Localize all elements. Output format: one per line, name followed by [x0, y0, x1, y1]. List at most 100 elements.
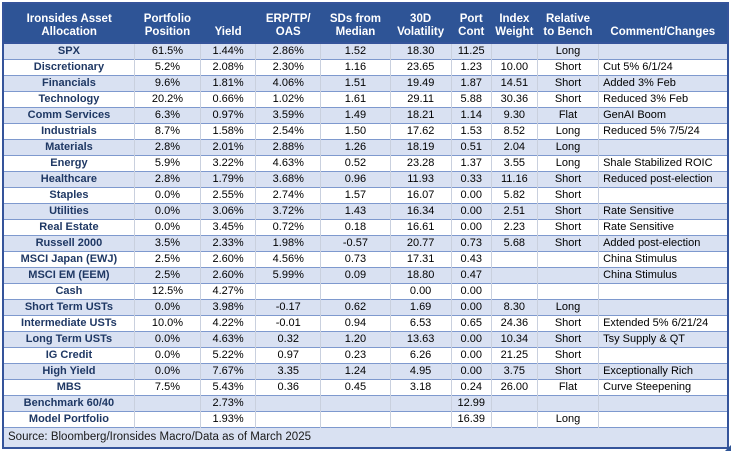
cell-yield[interactable]: 5.43%: [200, 379, 256, 396]
cell-asset-name[interactable]: High Yield: [3, 363, 135, 380]
cell-yield[interactable]: 2.33%: [200, 235, 256, 252]
cell-sds-from-median[interactable]: 1.52: [320, 42, 391, 60]
cell-30d-volatility[interactable]: [389, 395, 452, 412]
cell-sds-from-median[interactable]: -0.57: [320, 235, 391, 252]
cell-portfolio-position[interactable]: 61.5%: [133, 42, 201, 60]
cell-index-weight[interactable]: 10.00: [490, 59, 538, 76]
cell-portfolio-position[interactable]: 9.6%: [133, 75, 201, 92]
cell-erp-tp-oas[interactable]: 2.74%: [255, 187, 321, 204]
cell-portfolio-position[interactable]: 20.2%: [133, 91, 201, 108]
cell-index-weight[interactable]: 21.25: [490, 347, 538, 364]
cell-asset-name[interactable]: MBS: [3, 379, 135, 396]
cell-port-cont[interactable]: 1.14: [450, 107, 492, 124]
cell-relative-to-bench[interactable]: Flat: [536, 107, 599, 124]
cell-comment[interactable]: GenAI Boom: [598, 107, 728, 124]
cell-yield[interactable]: 4.27%: [200, 283, 256, 300]
cell-asset-name[interactable]: SPX: [3, 42, 135, 60]
cell-comment[interactable]: Curve Steepening: [598, 379, 728, 396]
cell-comment[interactable]: [598, 299, 728, 316]
cell-yield[interactable]: 3.06%: [200, 203, 256, 220]
cell-erp-tp-oas[interactable]: -0.01: [255, 315, 321, 332]
cell-asset-name[interactable]: Comm Services: [3, 107, 135, 124]
cell-30d-volatility[interactable]: 18.19: [389, 139, 452, 156]
cell-comment[interactable]: [598, 395, 728, 412]
cell-portfolio-position[interactable]: 5.9%: [133, 155, 201, 172]
cell-relative-to-bench[interactable]: Long: [536, 299, 599, 316]
cell-erp-tp-oas[interactable]: 5.99%: [255, 267, 321, 284]
cell-index-weight[interactable]: 26.00: [490, 379, 538, 396]
cell-portfolio-position[interactable]: 7.5%: [133, 379, 201, 396]
cell-erp-tp-oas[interactable]: [255, 411, 321, 428]
cell-yield[interactable]: 2.08%: [200, 59, 256, 76]
column-header[interactable]: Portfolio Position: [134, 3, 201, 44]
cell-comment[interactable]: [598, 411, 728, 428]
cell-index-weight[interactable]: 2.23: [490, 219, 538, 236]
cell-erp-tp-oas[interactable]: 4.06%: [255, 75, 321, 92]
cell-port-cont[interactable]: 12.99: [450, 395, 492, 412]
cell-erp-tp-oas[interactable]: 0.72%: [255, 219, 321, 236]
column-header[interactable]: Yield: [200, 3, 256, 44]
cell-relative-to-bench[interactable]: Short: [536, 331, 599, 348]
cell-asset-name[interactable]: Russell 2000: [3, 235, 135, 252]
cell-port-cont[interactable]: 0.00: [450, 219, 492, 236]
cell-comment[interactable]: Added 3% Feb: [598, 75, 728, 92]
cell-erp-tp-oas[interactable]: 0.97: [255, 347, 321, 364]
cell-sds-from-median[interactable]: 0.94: [320, 315, 391, 332]
cell-relative-to-bench[interactable]: Short: [536, 235, 599, 252]
cell-index-weight[interactable]: 5.82: [490, 187, 538, 204]
cell-asset-name[interactable]: Staples: [3, 187, 135, 204]
cell-yield[interactable]: 1.93%: [200, 411, 256, 428]
cell-comment[interactable]: Reduced post-election: [598, 171, 728, 188]
cell-comment[interactable]: [598, 42, 728, 60]
cell-erp-tp-oas[interactable]: 2.88%: [255, 139, 321, 156]
column-header[interactable]: SDs from Median: [320, 3, 391, 44]
cell-index-weight[interactable]: [490, 42, 538, 60]
cell-relative-to-bench[interactable]: Short: [536, 91, 599, 108]
cell-asset-name[interactable]: Healthcare: [3, 171, 135, 188]
cell-30d-volatility[interactable]: 20.77: [389, 235, 452, 252]
cell-yield[interactable]: 7.67%: [200, 363, 256, 380]
cell-portfolio-position[interactable]: [133, 411, 201, 428]
cell-index-weight[interactable]: [490, 267, 538, 284]
cell-yield[interactable]: 1.44%: [200, 42, 256, 60]
cell-sds-from-median[interactable]: 0.45: [320, 379, 391, 396]
cell-comment[interactable]: Reduced 3% Feb: [598, 91, 728, 108]
cell-index-weight[interactable]: 2.51: [490, 203, 538, 220]
cell-comment[interactable]: Extended 5% 6/21/24: [598, 315, 728, 332]
cell-comment[interactable]: Rate Sensitive: [598, 219, 728, 236]
cell-port-cont[interactable]: 0.51: [450, 139, 492, 156]
cell-asset-name[interactable]: Materials: [3, 139, 135, 156]
cell-portfolio-position[interactable]: 2.8%: [133, 171, 201, 188]
cell-sds-from-median[interactable]: 0.73: [320, 251, 391, 268]
cell-yield[interactable]: 2.01%: [200, 139, 256, 156]
cell-comment[interactable]: Tsy Supply & QT: [598, 331, 728, 348]
cell-asset-name[interactable]: MSCI EM (EEM): [3, 267, 135, 284]
cell-port-cont[interactable]: 0.00: [450, 283, 492, 300]
cell-comment[interactable]: [598, 283, 728, 300]
cell-yield[interactable]: 2.55%: [200, 187, 256, 204]
cell-sds-from-median[interactable]: [320, 395, 391, 412]
cell-erp-tp-oas[interactable]: 0.36: [255, 379, 321, 396]
cell-asset-name[interactable]: Discretionary: [3, 59, 135, 76]
cell-asset-name[interactable]: Real Estate: [3, 219, 135, 236]
cell-yield[interactable]: 0.66%: [200, 91, 256, 108]
cell-sds-from-median[interactable]: 1.43: [320, 203, 391, 220]
cell-relative-to-bench[interactable]: [536, 283, 599, 300]
cell-index-weight[interactable]: 11.16: [490, 171, 538, 188]
cell-portfolio-position[interactable]: 0.0%: [133, 299, 201, 316]
cell-sds-from-median[interactable]: [320, 411, 391, 428]
cell-index-weight[interactable]: 9.30: [490, 107, 538, 124]
cell-30d-volatility[interactable]: 11.93: [389, 171, 452, 188]
cell-comment[interactable]: China Stimulus: [598, 267, 728, 284]
cell-port-cont[interactable]: 0.00: [450, 363, 492, 380]
cell-port-cont[interactable]: 0.73: [450, 235, 492, 252]
cell-portfolio-position[interactable]: 2.5%: [133, 267, 201, 284]
cell-erp-tp-oas[interactable]: 3.68%: [255, 171, 321, 188]
cell-asset-name[interactable]: Long Term USTs: [3, 331, 135, 348]
cell-relative-to-bench[interactable]: Long: [536, 123, 599, 140]
cell-sds-from-median[interactable]: 0.09: [320, 267, 391, 284]
cell-erp-tp-oas[interactable]: 3.72%: [255, 203, 321, 220]
cell-erp-tp-oas[interactable]: 4.63%: [255, 155, 321, 172]
cell-yield[interactable]: 2.60%: [200, 267, 256, 284]
cell-port-cont[interactable]: 11.25: [450, 42, 492, 60]
